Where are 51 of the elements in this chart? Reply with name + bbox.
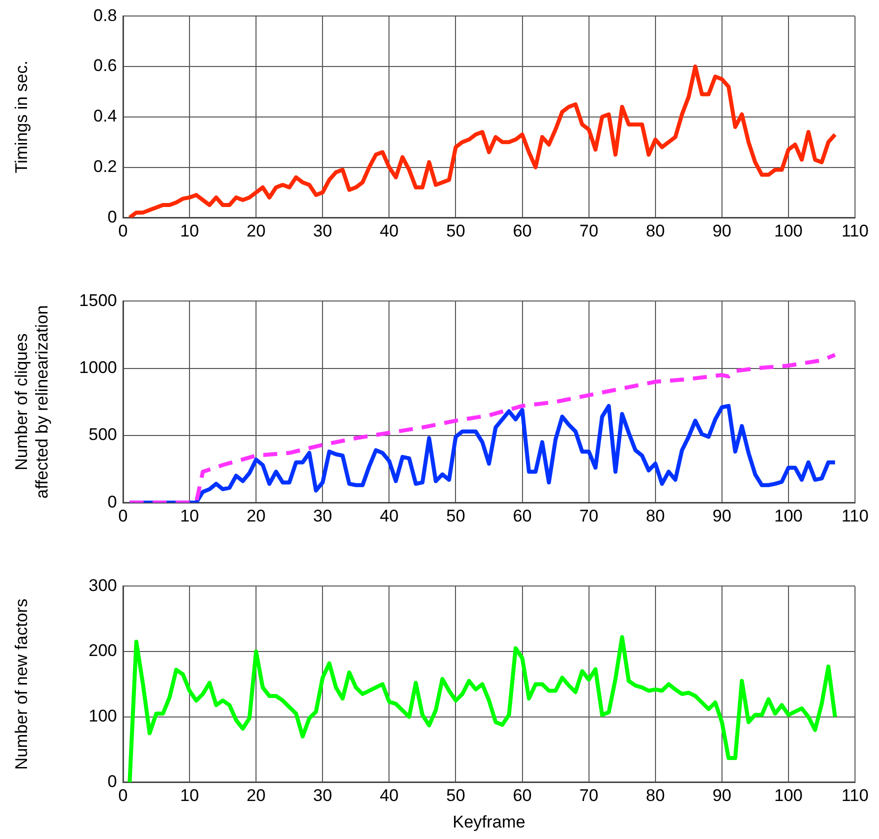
x-tick-label: 30 [313,221,332,240]
y-tick-label: 0.4 [93,106,117,126]
x-tick-label: 70 [579,786,598,806]
x-tick-label: 20 [246,221,266,240]
y-axis-title: Timings in sec. [12,60,31,174]
x-tick-label: 10 [180,506,200,526]
x-tick-label: 90 [712,221,732,240]
y-tick-label: 100 [88,706,117,726]
x-tick-label: 70 [579,221,598,240]
y-tick-label: 0.2 [93,156,117,176]
x-axis-title: Keyframe [452,812,526,832]
x-tick-label: 50 [446,506,466,526]
x-tick-label: 70 [579,506,598,526]
x-tick-label: 100 [774,506,803,526]
x-tick-label: 110 [841,506,869,526]
x-tick-label: 20 [246,506,266,526]
y-tick-label: 0 [108,772,117,791]
x-tick-label: 20 [246,786,266,806]
y-tick-label: 0.6 [93,56,117,76]
x-tick-label: 90 [712,506,732,526]
x-tick-label: 50 [446,221,466,240]
y-tick-label: 0.8 [93,6,117,25]
x-tick-label: 30 [313,786,332,806]
x-tick-label: 10 [180,786,200,806]
y-tick-label: 1500 [79,290,117,310]
x-tick-label: 30 [313,506,332,526]
line-series [128,352,838,503]
x-tick-label: 100 [774,221,803,240]
y-tick-label: 0 [108,207,117,226]
x-tick-label: 40 [380,506,399,526]
y-tick-label: 300 [88,576,117,595]
x-tick-label: 60 [512,221,532,240]
y-axis-title: Number of new factors [12,598,31,770]
y-tick-label: 0 [108,492,117,512]
x-tick-label: 40 [380,786,399,806]
x-tick-label: 80 [646,506,665,526]
x-tick-label: 100 [774,786,803,806]
x-tick-label: 80 [646,786,665,806]
y-tick-label: 500 [88,425,117,444]
x-tick-label: 90 [712,786,732,806]
x-tick-label: 80 [646,221,665,240]
x-tick-label: 110 [841,786,869,806]
y-tick-label: 200 [88,641,117,660]
y-axis-title: Number of cliques affected by relinearization [12,305,52,499]
x-tick-label: 60 [512,506,532,526]
x-tick-label: 50 [446,786,466,806]
x-tick-label: 60 [512,786,532,806]
y-tick-label: 1000 [79,358,117,378]
x-tick-label: 110 [841,221,869,240]
x-tick-label: 10 [180,221,200,240]
x-tick-label: 40 [380,221,399,240]
